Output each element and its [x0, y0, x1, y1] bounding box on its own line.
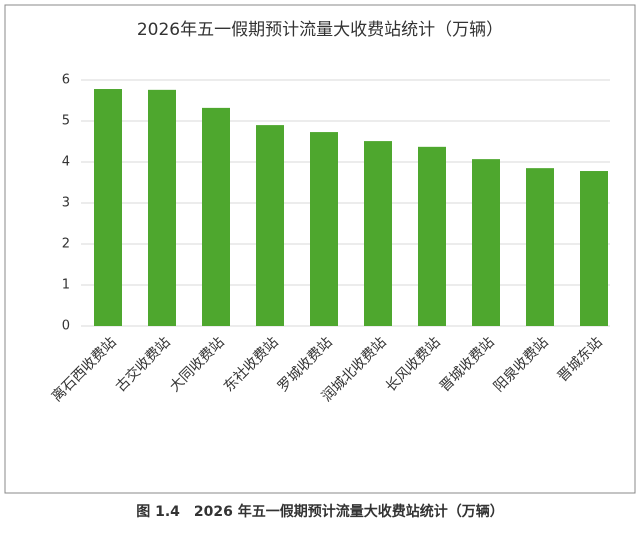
chart-title: 2026年五一假期预计流量大收费站统计（万辆）: [137, 20, 503, 40]
y-tick-label: 1: [62, 278, 70, 293]
bar: [202, 107, 230, 326]
bar: [418, 146, 446, 326]
bar: [364, 141, 392, 326]
y-tick-label: 6: [62, 73, 70, 88]
bar: [580, 171, 608, 326]
y-tick-label: 5: [62, 114, 70, 129]
bar: [310, 132, 338, 326]
chart-caption: 图 1.4 2026 年五一假期预计流量大收费站统计（万辆）: [136, 503, 504, 520]
y-tick-label: 3: [62, 196, 70, 211]
bar: [256, 125, 284, 326]
bar: [526, 168, 554, 326]
y-tick-label: 4: [62, 155, 70, 170]
y-tick-label: 0: [62, 319, 70, 334]
bar: [472, 159, 500, 326]
bar: [94, 89, 122, 327]
y-tick-label: 2: [62, 237, 70, 252]
bar: [148, 89, 176, 326]
